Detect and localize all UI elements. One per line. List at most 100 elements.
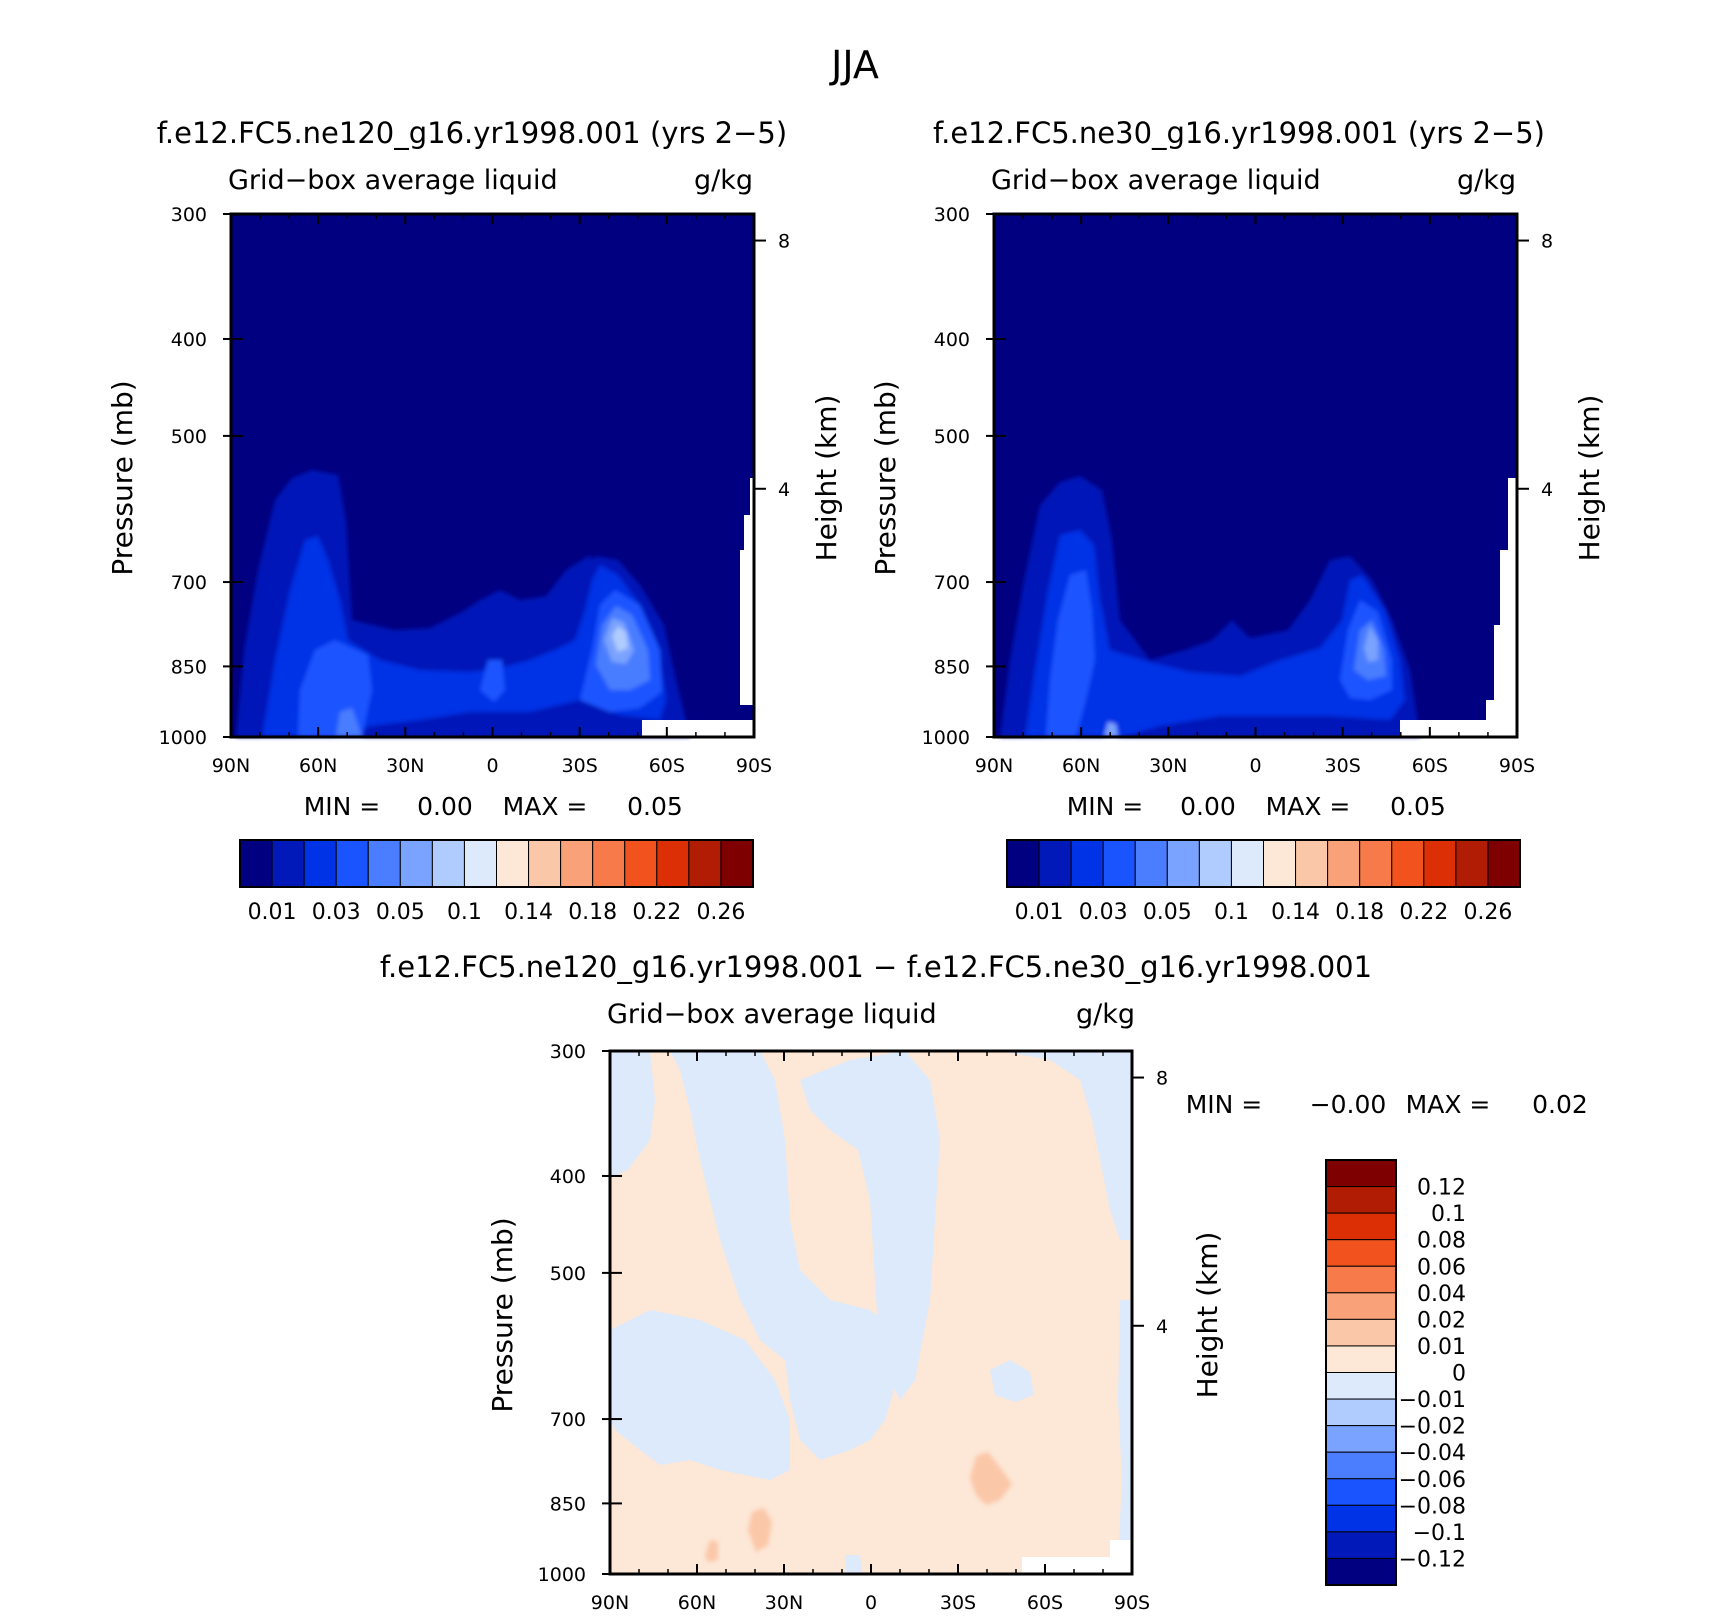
- colorbar-swatch: [1325, 1292, 1397, 1320]
- contour-negative-nh-aloft: [610, 1051, 655, 1175]
- colorbar-swatch: [431, 839, 465, 888]
- colorbar-label: 0.01: [248, 900, 297, 925]
- panel-difference: f.e12.FC5.ne120_g16.yr1998.001 − f.e12.F…: [380, 950, 1372, 1574]
- colorbar-swatch: [1198, 839, 1232, 888]
- x-tick-label: 90S: [1499, 755, 1535, 777]
- colorbar-swatch: [1325, 1557, 1397, 1586]
- colorbar-swatch: [1455, 839, 1489, 888]
- colorbar-swatch: [1263, 839, 1297, 888]
- colorbar-label: 0.04: [1417, 1282, 1466, 1307]
- contour-level-0.04-b: [336, 708, 362, 737]
- contour-level-0.03-c: [480, 660, 505, 702]
- x-tick-label: 90N: [975, 755, 1013, 777]
- max-label: MAX =: [1406, 1090, 1491, 1119]
- colorbar-swatch: [1070, 839, 1104, 888]
- colorbar-label: 0.1: [447, 900, 482, 925]
- colorbar-swatch: [1295, 839, 1329, 888]
- colorbars: 0.01 0.03 0.05 0.1 0.14 0.18 0.22 0.26 0.01 0.03 0…: [239, 839, 1521, 1586]
- colorbar-label: 0: [1452, 1362, 1466, 1387]
- colorbar-swatch: [1359, 839, 1393, 888]
- field-name: Grid−box average liquid: [607, 999, 937, 1030]
- colorbar-swatch: [335, 839, 369, 888]
- colorbar-swatch: [688, 839, 722, 888]
- colorbar-swatch: [1325, 1212, 1397, 1241]
- min-label: MIN =: [1067, 792, 1144, 821]
- colorbar-label: −0.02: [1399, 1415, 1466, 1440]
- colorbar-label: 0.05: [1143, 900, 1192, 925]
- colorbar-label: 0.14: [504, 900, 553, 925]
- y-tick-label: 850: [934, 656, 970, 678]
- colorbar-label: 0.03: [312, 900, 361, 925]
- colorbar-label: 0.1: [1214, 900, 1249, 925]
- colorbar-label: 0.01: [1015, 900, 1064, 925]
- colorbar-swatch: [720, 839, 754, 888]
- contour-level-0.075: [612, 626, 628, 652]
- colorbar-label: 0.18: [1335, 900, 1384, 925]
- axes-frames: 90N 60N 30N 0 30S 60S 90S300400500700850100084…: [159, 204, 1588, 1614]
- x-tick-label: 30S: [940, 1592, 976, 1614]
- y-right-tick-label: 4: [1156, 1316, 1168, 1338]
- x-tick-label: 0: [486, 755, 498, 777]
- contour-negative-nh-upper: [670, 1051, 900, 1460]
- max-label: MAX =: [1266, 792, 1351, 821]
- stats-line: MIN = 0.00 MAX = 0.05: [1067, 792, 1446, 821]
- y-tick-label: 700: [171, 572, 207, 594]
- contour-level-0.03: [1046, 570, 1095, 737]
- colorbar-swatch: [1006, 839, 1040, 888]
- colorbar-label: −0.1: [1413, 1521, 1466, 1546]
- y-tick-label: 700: [934, 572, 970, 594]
- contour-field: [994, 214, 1517, 737]
- colorbar-swatch: [1327, 839, 1361, 888]
- x-tick-label: 30S: [562, 755, 598, 777]
- x-tick-label: 60N: [1062, 755, 1100, 777]
- x-tick-label: 30N: [1149, 755, 1187, 777]
- colorbar-swatch: [1325, 1451, 1397, 1480]
- contour-positive-0.02-nh-b: [705, 1540, 718, 1562]
- colorbar-swatch: [1325, 1372, 1397, 1400]
- colorbar-swatch: [239, 839, 273, 888]
- panel-title: f.e12.FC5.ne120_g16.yr1998.001 (yrs 2−5): [157, 116, 787, 150]
- x-tick-label: 0: [865, 1592, 877, 1614]
- panel-ne30: f.e12.FC5.ne30_g16.yr1998.001 (yrs 2−5) …: [869, 116, 1606, 737]
- y-tick-label: 850: [550, 1493, 586, 1515]
- colorbar-label: 0.22: [1399, 900, 1448, 925]
- y-tick-label: 1000: [159, 727, 207, 749]
- y-tick-label: 1000: [922, 727, 970, 749]
- x-tick-label: 30S: [1325, 755, 1361, 777]
- colorbar-label: 0.12: [1417, 1176, 1466, 1201]
- colorbar-label: 0.26: [1463, 900, 1512, 925]
- colorbar-label: 0.1: [1431, 1202, 1466, 1227]
- colorbar-swatch: [592, 839, 626, 888]
- colorbar-swatch: [1325, 1345, 1397, 1373]
- units-label: g/kg: [1076, 999, 1135, 1030]
- contour-negative-bottom: [845, 1555, 862, 1574]
- colorbar-swatch: [560, 839, 594, 888]
- max-value: 0.05: [1390, 792, 1446, 821]
- contour-field: [610, 1051, 1132, 1574]
- axes-panel-0: 90N 60N 30N 0 30S 60S 90S 300 400 500 700 850 1000 8 4: [159, 204, 790, 777]
- colorbar-swatch: [1166, 839, 1200, 888]
- colorbar-label: 0.06: [1417, 1255, 1466, 1280]
- colorbar-frame: [1325, 1159, 1397, 1586]
- x-tick-label: 90S: [736, 755, 772, 777]
- y-right-tick-label: 8: [1156, 1068, 1168, 1090]
- colorbar-label: 0.14: [1271, 900, 1320, 925]
- colorbar-swatch: [303, 839, 337, 888]
- y-tick-label: 850: [171, 656, 207, 678]
- field-name: Grid−box average liquid: [228, 165, 558, 196]
- colorbar-swatch: [496, 839, 530, 888]
- missing-topography: [1022, 1557, 1132, 1574]
- colorbar-swatch: [1325, 1239, 1397, 1267]
- stats-line: MIN = 0.00 MAX = 0.05: [304, 792, 683, 821]
- x-tick-label: 60S: [649, 755, 685, 777]
- colorbar-swatch: [1325, 1398, 1397, 1427]
- colorbar-swatch: [1325, 1318, 1397, 1347]
- y-tick-label: 300: [550, 1041, 586, 1063]
- contour-negative-sh-aloft: [935, 1051, 1132, 1240]
- contour-level-0.05-b: [1104, 722, 1118, 737]
- contour-field: [231, 214, 754, 737]
- missing-region-antarctic: [1486, 478, 1517, 720]
- x-tick-label: 60S: [1412, 755, 1448, 777]
- contour-level-0.02: [1025, 530, 1405, 737]
